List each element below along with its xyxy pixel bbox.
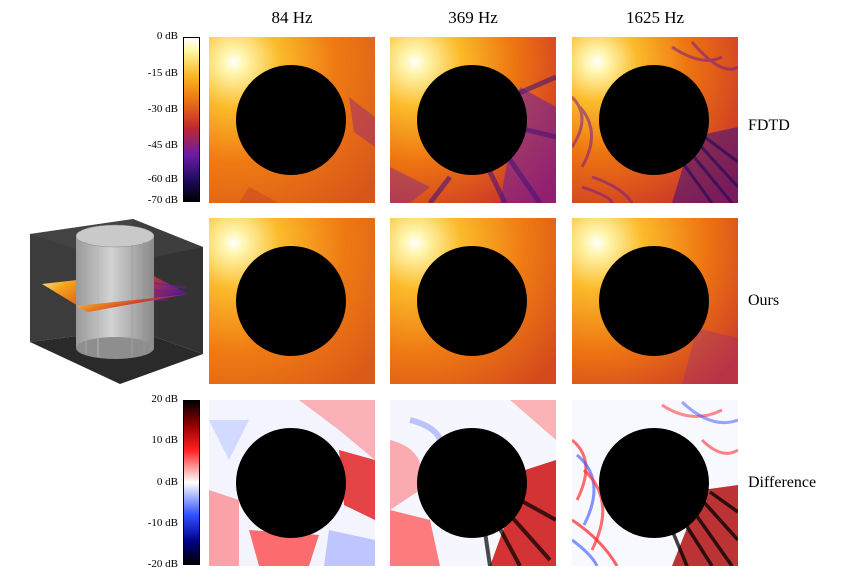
panel-ours-84hz	[209, 218, 375, 384]
colorbar-tick-minus30db: -30 dB	[147, 103, 178, 115]
row-label-ours: Ours	[748, 292, 780, 309]
scene-illustration	[30, 219, 203, 384]
column-title-84hz: 84 Hz	[271, 8, 313, 27]
colorbar-tick-minus60db: -60 dB	[147, 173, 178, 185]
colorbar-tick-minus20db: -20 dB	[147, 558, 178, 570]
colorbar-tick-minus45db: -45 dB	[147, 139, 178, 151]
panel-difference-369hz	[390, 400, 556, 566]
colorbar-tick-minus15db: -15 dB	[147, 67, 178, 79]
panel-difference-1625hz	[572, 400, 738, 566]
panel-fdtd-369hz	[390, 37, 556, 203]
colorbar-tick-10db: 10 dB	[151, 434, 178, 446]
colorbar-difference	[183, 400, 200, 565]
colorbar-magnitude	[183, 37, 200, 202]
colorbar-tick-0db-diff: 0 dB	[156, 476, 178, 488]
row-label-fdtd: FDTD	[748, 117, 790, 134]
colorbar-tick-minus70db: -70 dB	[147, 194, 178, 206]
panel-ours-369hz	[390, 218, 556, 384]
panel-fdtd-84hz	[209, 37, 375, 203]
column-title-1625hz: 1625 Hz	[625, 8, 685, 27]
panel-difference-84hz	[209, 400, 375, 566]
row-label-difference: Difference	[748, 474, 817, 491]
colorbar-tick-minus10db: -10 dB	[147, 517, 178, 529]
colorbar-tick-0db: 0 dB	[156, 30, 178, 42]
column-title-369hz: 369 Hz	[448, 8, 498, 27]
colorbar-tick-20db: 20 dB	[151, 393, 178, 405]
panel-fdtd-1625hz	[572, 37, 738, 203]
panel-ours-1625hz	[572, 218, 738, 384]
